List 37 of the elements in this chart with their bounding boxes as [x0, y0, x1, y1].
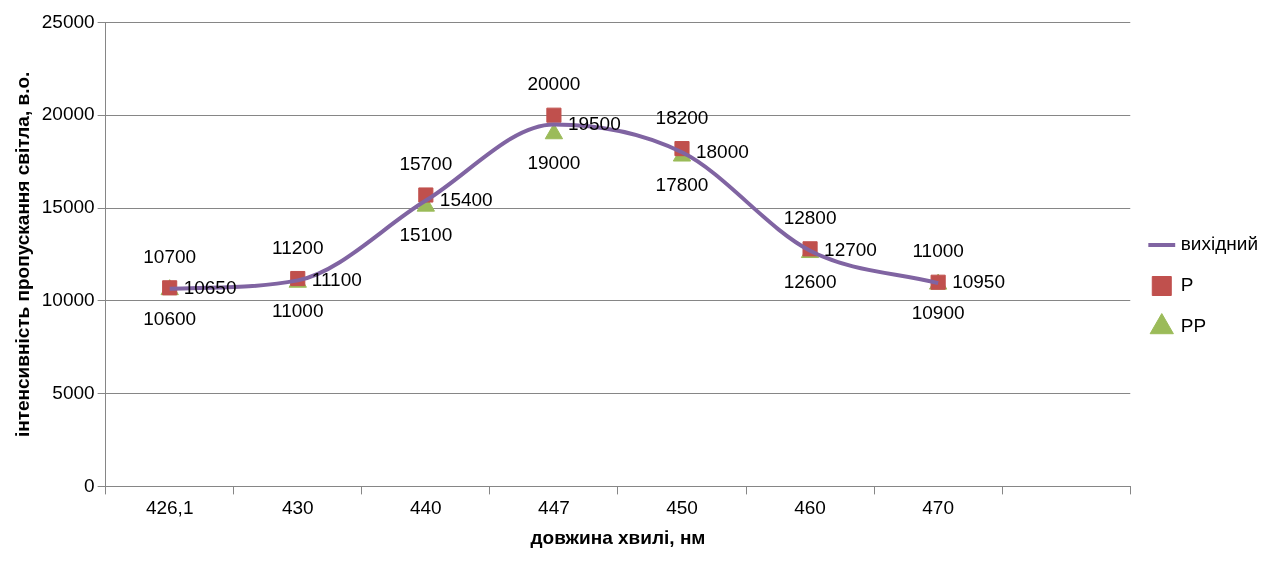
data-label: 19000	[527, 151, 581, 173]
x-tick-label: 470	[922, 497, 954, 519]
y-axis-title: інтенсивність пропускання світла, в.о.	[11, 71, 33, 438]
data-label: 12800	[783, 207, 837, 229]
x-tick-label: 430	[281, 497, 314, 519]
y-tick-label: 0	[84, 474, 95, 496]
x-tick-label: 460	[794, 497, 826, 519]
legend-label: PP	[1180, 315, 1207, 337]
data-label: 17800	[655, 174, 709, 196]
data-label: 11200	[272, 236, 324, 258]
data-label: 11000	[912, 240, 964, 262]
data-label: 10600	[143, 307, 197, 329]
x-tick-label: 440	[409, 497, 442, 519]
y-tick-label: 15000	[41, 196, 95, 218]
legend-label: P	[1180, 274, 1194, 296]
data-label: 12700	[824, 238, 877, 260]
data-label: 11100	[311, 268, 362, 290]
y-tick-label: 5000	[52, 381, 95, 403]
x-tick-label: 450	[666, 497, 698, 519]
x-axis-title: довжина хвилі, нм	[530, 526, 706, 548]
y-tick-label: 25000	[41, 10, 95, 32]
data-label: 12600	[783, 270, 837, 292]
data-label: 10700	[143, 246, 197, 268]
y-tick-label: 20000	[41, 103, 95, 125]
data-label: 10950	[952, 271, 1005, 293]
data-label: 11000	[272, 300, 324, 322]
data-label: 15700	[399, 153, 453, 175]
x-tick-label: 447	[538, 497, 570, 519]
data-label: 15400	[439, 188, 493, 210]
data-label: 18200	[655, 106, 709, 128]
y-tick-label: 10000	[41, 289, 95, 311]
data-label: 20000	[527, 73, 581, 95]
legend-label: вихідний	[1180, 233, 1258, 255]
data-label: 15100	[399, 224, 453, 246]
x-tick-label: 426,1	[145, 497, 194, 519]
data-label: 18000	[695, 140, 749, 162]
data-label: 10900	[911, 302, 965, 324]
